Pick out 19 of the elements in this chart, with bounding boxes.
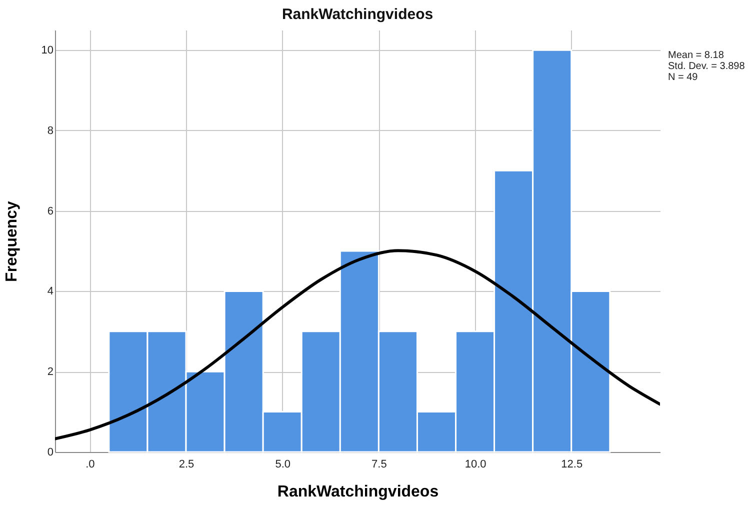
y-tick-label: 8: [47, 124, 54, 137]
x-tick-label: 5.0: [275, 458, 291, 470]
x-tick-label: 7.5: [372, 458, 387, 470]
y-tick-label: 2: [47, 366, 54, 378]
y-tick-label: 6: [47, 205, 54, 218]
text: Mean = 8.18: [668, 50, 724, 61]
text: Std. Dev. = 3.898: [668, 61, 746, 72]
x-axis-title: RankWatchingvideos: [277, 484, 439, 500]
y-tick-label: 0: [47, 446, 54, 458]
line-series: [55, 249, 660, 440]
chart-title: RankWatchingvideos: [282, 6, 434, 23]
y-tick-label: 10: [41, 44, 54, 57]
x-tick-label: .0: [86, 458, 95, 470]
x-tick-label: 10.0: [464, 458, 486, 470]
y-axis-title: Frequency: [3, 200, 20, 282]
x-tick-label: 12.5: [561, 458, 583, 470]
y-tick-label: 4: [47, 286, 54, 298]
x-tick-label: 2.5: [178, 458, 194, 470]
text: N = 49: [668, 72, 698, 83]
